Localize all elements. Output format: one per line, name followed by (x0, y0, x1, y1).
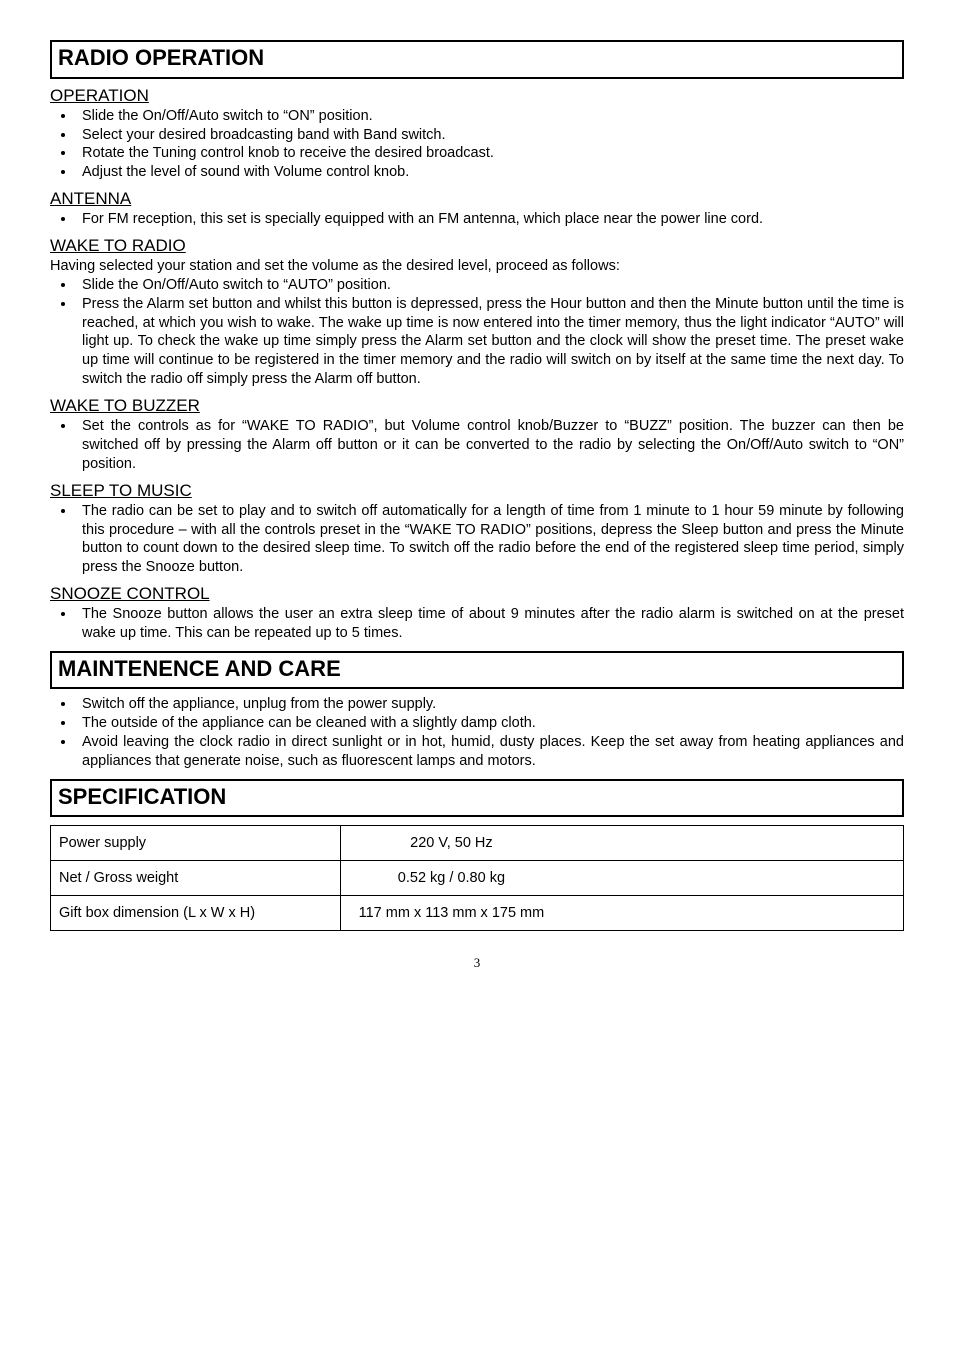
list-item: For FM reception, this set is specially … (76, 210, 904, 229)
list-wake-radio: Slide the On/Off/Auto switch to “AUTO” p… (50, 276, 904, 389)
spec-label: Gift box dimension (L x W x H) (51, 896, 341, 931)
list-item: Switch off the appliance, unplug from th… (76, 695, 904, 714)
section-maintenance-box: MAINTENENCE AND CARE (50, 651, 904, 690)
section-specification-title: SPECIFICATION (58, 784, 226, 809)
spec-label: Power supply (51, 826, 341, 861)
list-item: Select your desired broadcasting band wi… (76, 126, 904, 145)
list-antenna: For FM reception, this set is specially … (50, 210, 904, 229)
table-row: Gift box dimension (L x W x H) 117 mm x … (51, 896, 904, 931)
spec-value: 220 V, 50 Hz (341, 826, 904, 861)
list-sleep-music: The radio can be set to play and to swit… (50, 502, 904, 577)
list-item: Adjust the level of sound with Volume co… (76, 163, 904, 182)
subhead-snooze: SNOOZE CONTROL (50, 583, 904, 605)
list-item: The Snooze button allows the user an ext… (76, 605, 904, 643)
list-item: The outside of the appliance can be clea… (76, 714, 904, 733)
list-item: Rotate the Tuning control knob to receiv… (76, 144, 904, 163)
spec-value: 0.52 kg / 0.80 kg (341, 861, 904, 896)
section-radio-operation-title: RADIO OPERATION (58, 45, 264, 70)
subhead-antenna: ANTENNA (50, 188, 904, 210)
wake-radio-intro: Having selected your station and set the… (50, 257, 904, 276)
list-wake-buzzer: Set the controls as for “WAKE TO RADIO”,… (50, 417, 904, 474)
table-row: Net / Gross weight 0.52 kg / 0.80 kg (51, 861, 904, 896)
subhead-wake-radio: WAKE TO RADIO (50, 235, 904, 257)
list-item: Slide the On/Off/Auto switch to “AUTO” p… (76, 276, 904, 295)
list-item: The radio can be set to play and to swit… (76, 502, 904, 577)
list-maintenance: Switch off the appliance, unplug from th… (50, 695, 904, 770)
spec-label: Net / Gross weight (51, 861, 341, 896)
subhead-operation: OPERATION (50, 85, 904, 107)
page-number: 3 (50, 955, 904, 972)
list-item: Set the controls as for “WAKE TO RADIO”,… (76, 417, 904, 474)
section-specification-box: SPECIFICATION (50, 779, 904, 818)
list-item: Press the Alarm set button and whilst th… (76, 295, 904, 389)
list-operation: Slide the On/Off/Auto switch to “ON” pos… (50, 107, 904, 182)
list-snooze: The Snooze button allows the user an ext… (50, 605, 904, 643)
specification-table: Power supply 220 V, 50 Hz Net / Gross we… (50, 825, 904, 931)
list-item: Avoid leaving the clock radio in direct … (76, 733, 904, 771)
list-item: Slide the On/Off/Auto switch to “ON” pos… (76, 107, 904, 126)
spec-value: 117 mm x 113 mm x 175 mm (341, 896, 904, 931)
table-row: Power supply 220 V, 50 Hz (51, 826, 904, 861)
subhead-wake-buzzer: WAKE TO BUZZER (50, 395, 904, 417)
section-maintenance-title: MAINTENENCE AND CARE (58, 656, 341, 681)
section-radio-operation-box: RADIO OPERATION (50, 40, 904, 79)
subhead-sleep-music: SLEEP TO MUSIC (50, 480, 904, 502)
